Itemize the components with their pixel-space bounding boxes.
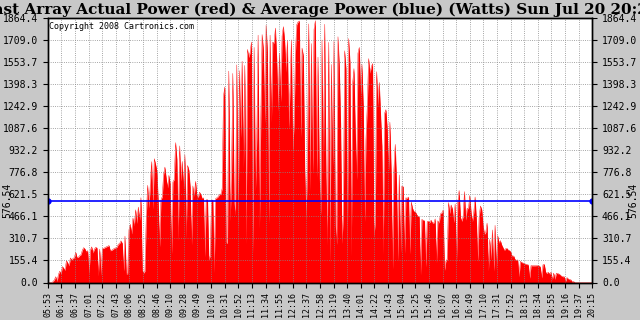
Text: 576.54: 576.54: [2, 183, 12, 219]
Text: Copyright 2008 Cartronics.com: Copyright 2008 Cartronics.com: [49, 22, 195, 31]
Title: East Array Actual Power (red) & Average Power (blue) (Watts) Sun Jul 20 20:21: East Array Actual Power (red) & Average …: [0, 3, 640, 17]
Text: 576.54: 576.54: [628, 183, 638, 219]
